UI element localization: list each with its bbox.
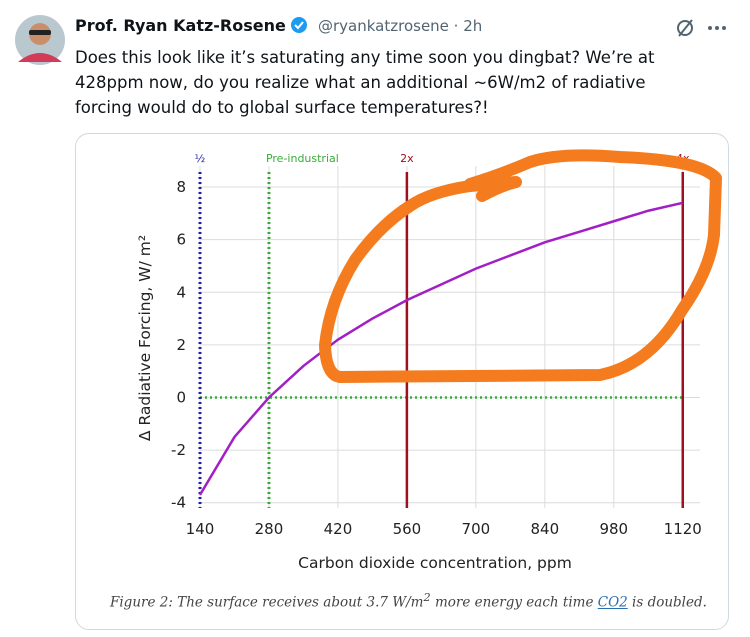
more-icon[interactable] (708, 26, 726, 30)
avatar-shirt (18, 53, 62, 62)
media-card[interactable] (75, 133, 729, 630)
y-tick-label: 4 (176, 283, 186, 301)
y-axis-label: Δ Radiative Forcing, W/ m² (136, 235, 154, 441)
y-tick-label: 2 (176, 336, 186, 354)
caption-text: is doubled. (627, 594, 707, 611)
caption-text: Figure 2: The surface receives about 3.7… (110, 594, 424, 611)
x-tick-label: 1120 (664, 520, 702, 538)
y-tick-label: 0 (176, 389, 186, 407)
data-line (198, 201, 684, 496)
reference-label: 2x (400, 152, 414, 165)
caption-sup: 2 (423, 591, 431, 604)
y-tick-label: -4 (171, 494, 186, 512)
handle[interactable]: @ryankatzrosene · 2h (318, 17, 483, 35)
x-tick-label: 840 (531, 520, 560, 538)
figure-caption: Figure 2: The surface receives about 3.7… (110, 590, 710, 611)
x-tick-label: 280 (255, 520, 284, 538)
reference-label: Pre-industrial (266, 152, 339, 165)
reference-label: ½ (195, 152, 206, 165)
tweet-line: Does this look like it’s saturating any … (75, 48, 655, 67)
x-tick-label: 980 (599, 520, 628, 538)
x-tick-label: 560 (393, 520, 422, 538)
grok-icon[interactable] (677, 20, 693, 36)
caption-text: more energy each time (430, 594, 598, 611)
display-name[interactable]: Prof. Ryan Katz-Rosene (75, 16, 286, 35)
x-axis-label: Carbon dioxide concentration, ppm (298, 554, 572, 572)
x-tick-label: 140 (186, 520, 215, 538)
grok-icon-slash (678, 19, 693, 37)
tweet-line: 428ppm now, do you realize what an addit… (75, 73, 646, 92)
y-tick-label: 8 (176, 178, 186, 196)
verified-check (294, 21, 304, 30)
tweet-text: Does this look like it’s saturating any … (75, 45, 655, 120)
y-tick-label: 6 (176, 231, 186, 249)
avatar-glasses (29, 30, 51, 35)
x-tick-label: 420 (324, 520, 353, 538)
y-tick-label: -2 (171, 441, 186, 459)
verified-badge (291, 17, 307, 33)
hand-drawn-circle (319, 149, 722, 383)
caption-link[interactable]: CO2 (597, 594, 628, 611)
tweet-line: forcing would do to global surface tempe… (75, 98, 489, 117)
x-tick-label: 700 (462, 520, 491, 538)
